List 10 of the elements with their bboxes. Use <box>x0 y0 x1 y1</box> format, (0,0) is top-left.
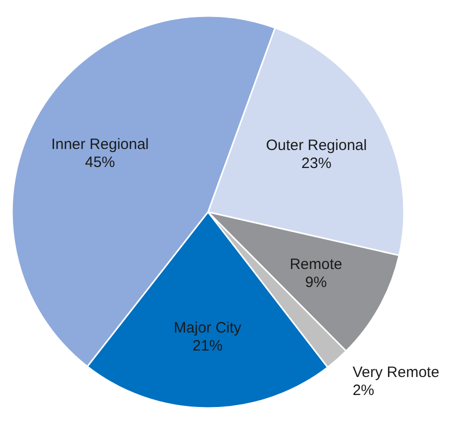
slice-label: Major City <box>174 319 242 336</box>
data-label: 45% <box>84 154 116 172</box>
slice-label: Remote <box>290 256 342 273</box>
slice-label: Inner Regional <box>51 136 149 154</box>
data-label: 23% <box>301 154 332 172</box>
data-label: 2% <box>352 382 374 400</box>
slice-label: Outer Regional <box>266 136 367 154</box>
slice-label: Very Remote <box>352 364 440 382</box>
data-label: 21% <box>192 337 223 354</box>
data-label: 9% <box>305 274 327 291</box>
